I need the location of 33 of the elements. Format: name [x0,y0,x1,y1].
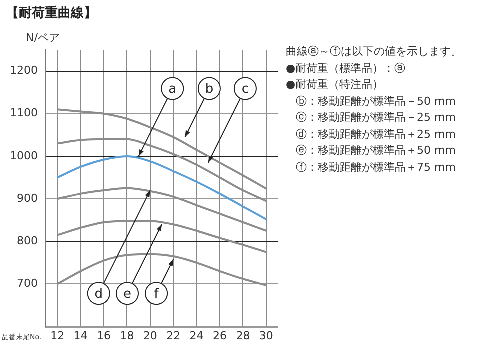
x-tick-label: 18 [120,329,134,342]
x-tick-label: 26 [213,329,227,342]
x-tick-label: 14 [74,329,88,342]
y-tick-label: 1100 [10,106,38,120]
text: 曲線ⓐ～ⓕは以下の値を示します。 [286,44,462,60]
annotation: c [242,82,250,98]
text: ⓕ：移動距離が標準品＋75 mm [295,160,457,176]
annotation: f [154,286,160,302]
y-tick-label: 1000 [10,149,38,162]
text: ⓔ：移動距離が標準品＋50 mm [295,143,457,159]
y-axis-title: N/ペア [26,31,60,44]
x-tick-label: 12 [50,329,65,342]
y-tick-label: 1200 [10,64,38,78]
annotation: b [205,82,214,98]
x-tick-label: 20 [143,329,158,342]
x-tick-label: 16 [96,329,111,342]
x-tick-label: 22 [166,329,181,342]
annotation: a [168,82,177,98]
chart-title: 【耐荷重曲線】 [6,4,97,22]
text: ⓒ：移動距離が標準品－25 mm [295,110,457,126]
y-tick-label: 800 [16,234,38,248]
x-tick-label: 28 [236,329,250,342]
y-tick-label: 900 [16,192,38,205]
annotation: d [94,286,103,302]
y-tick-label: 700 [16,277,38,290]
text: ⓑ：移動距離が標準品－50 mm [295,94,457,110]
text: ●耐荷重（特注品） [286,77,385,93]
x-tick-label: 30 [259,329,274,342]
text: ●耐荷重（標準品）：ⓐ [286,60,407,76]
line-series [56,155,268,220]
annotation: e [124,286,132,302]
text: ⓓ：移動距離が標準品＋25 mm [295,126,457,142]
x-tick-label: 24 [190,329,204,342]
